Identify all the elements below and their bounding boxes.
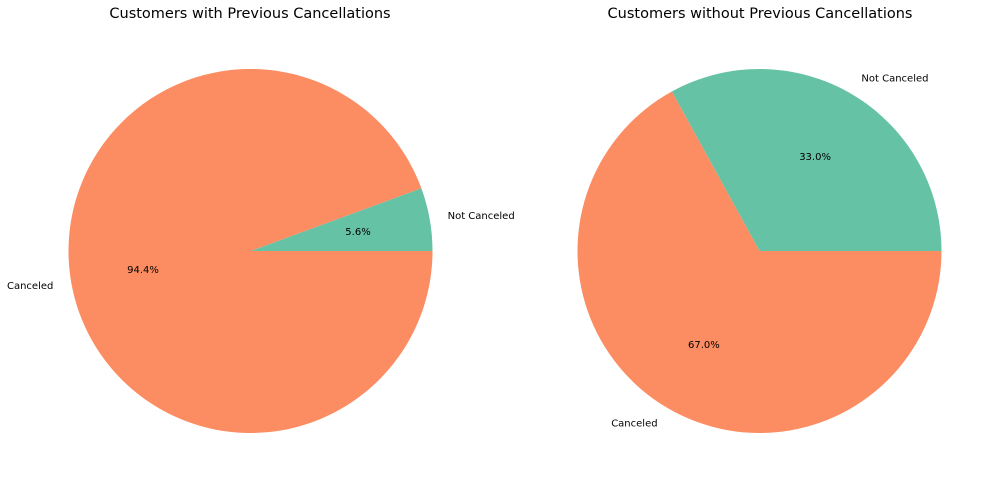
slice-label-not-canceled: Not Canceled xyxy=(861,74,928,85)
slice-label-canceled: Canceled xyxy=(7,281,53,292)
percent-label-not-canceled: 5.6% xyxy=(345,227,370,238)
percent-label-canceled: 67.0% xyxy=(688,340,720,351)
pie-slice-canceled xyxy=(577,91,942,433)
chart-title: Customers with Previous Cancellations xyxy=(109,6,390,22)
slice-label-not-canceled: Not Canceled xyxy=(448,211,515,222)
pie-chart-without-previous-cancellations: Customers without Previous Cancellations… xyxy=(577,6,942,433)
pie-slice-not-canceled xyxy=(250,188,433,251)
slice-label-canceled: Canceled xyxy=(611,418,657,429)
percent-label-canceled: 94.4% xyxy=(127,265,159,276)
chart-title: Customers without Previous Cancellations xyxy=(608,6,913,22)
pie-slice-not-canceled xyxy=(671,68,942,252)
pie-chart-with-previous-cancellations: Customers with Previous Cancellations No… xyxy=(7,6,515,433)
pie-slice-canceled xyxy=(68,68,433,433)
percent-label-not-canceled: 33.0% xyxy=(799,152,831,163)
